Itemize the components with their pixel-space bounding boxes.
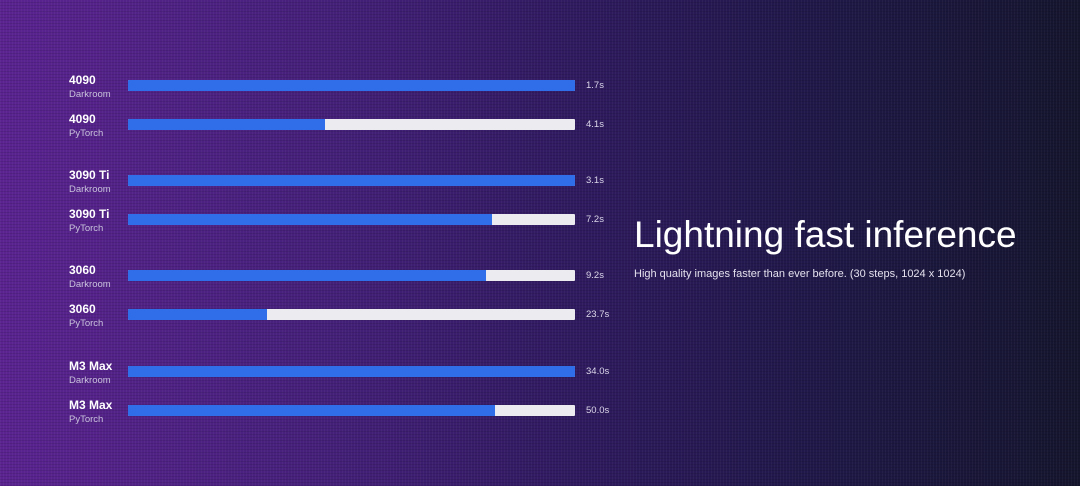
framework-name: PyTorch [69,128,104,139]
bar-fill [128,366,575,377]
gpu-name: 3060 [69,302,96,316]
framework-name: Darkroom [69,184,111,195]
framework-name: Darkroom [69,375,111,386]
framework-name: PyTorch [69,223,104,234]
bar-fill [128,270,486,281]
framework-name: Darkroom [69,279,111,290]
bar-track [128,309,575,320]
time-value-label: 50.0s [586,405,610,416]
bar-track [128,80,575,91]
time-value-label: 4.1s [586,119,604,130]
time-value-label: 7.2s [586,214,604,225]
bar-track [128,366,575,377]
framework-name: PyTorch [69,318,104,329]
gpu-name: 3090 Ti [69,207,110,221]
time-value-label: 23.7s [586,309,610,320]
hero-section: Lightning fast inference High quality im… [634,212,1064,280]
bar-fill [128,175,575,186]
gpu-name: 4090 [69,73,96,87]
time-value-label: 34.0s [586,366,610,377]
gpu-name: 3090 Ti [69,168,110,182]
time-value-label: 9.2s [586,270,604,281]
bar-track [128,405,575,416]
hero-subtitle: High quality images faster than ever bef… [634,268,966,280]
bar-fill [128,405,495,416]
framework-name: PyTorch [69,414,104,425]
bar-fill [128,214,493,225]
inference-time-chart: 4090 Darkroom 1.7s 4090 PyTorch 4.1s 3090 Ti Da… [69,73,610,425]
bar-fill [128,309,267,320]
bar-fill [128,80,575,91]
time-value-label: 3.1s [586,175,604,186]
bar-track [128,119,575,130]
framework-name: Darkroom [69,89,111,100]
gpu-name: 4090 [69,112,96,126]
hero-title: Lightning fast inference [634,214,1017,255]
bar-track [128,214,575,225]
bar-track [128,175,575,186]
bar-track [128,270,575,281]
gpu-name: M3 Max [69,359,113,373]
time-value-label: 1.7s [586,80,604,91]
gpu-name: M3 Max [69,398,113,412]
gpu-name: 3060 [69,263,96,277]
bar-fill [128,119,325,130]
